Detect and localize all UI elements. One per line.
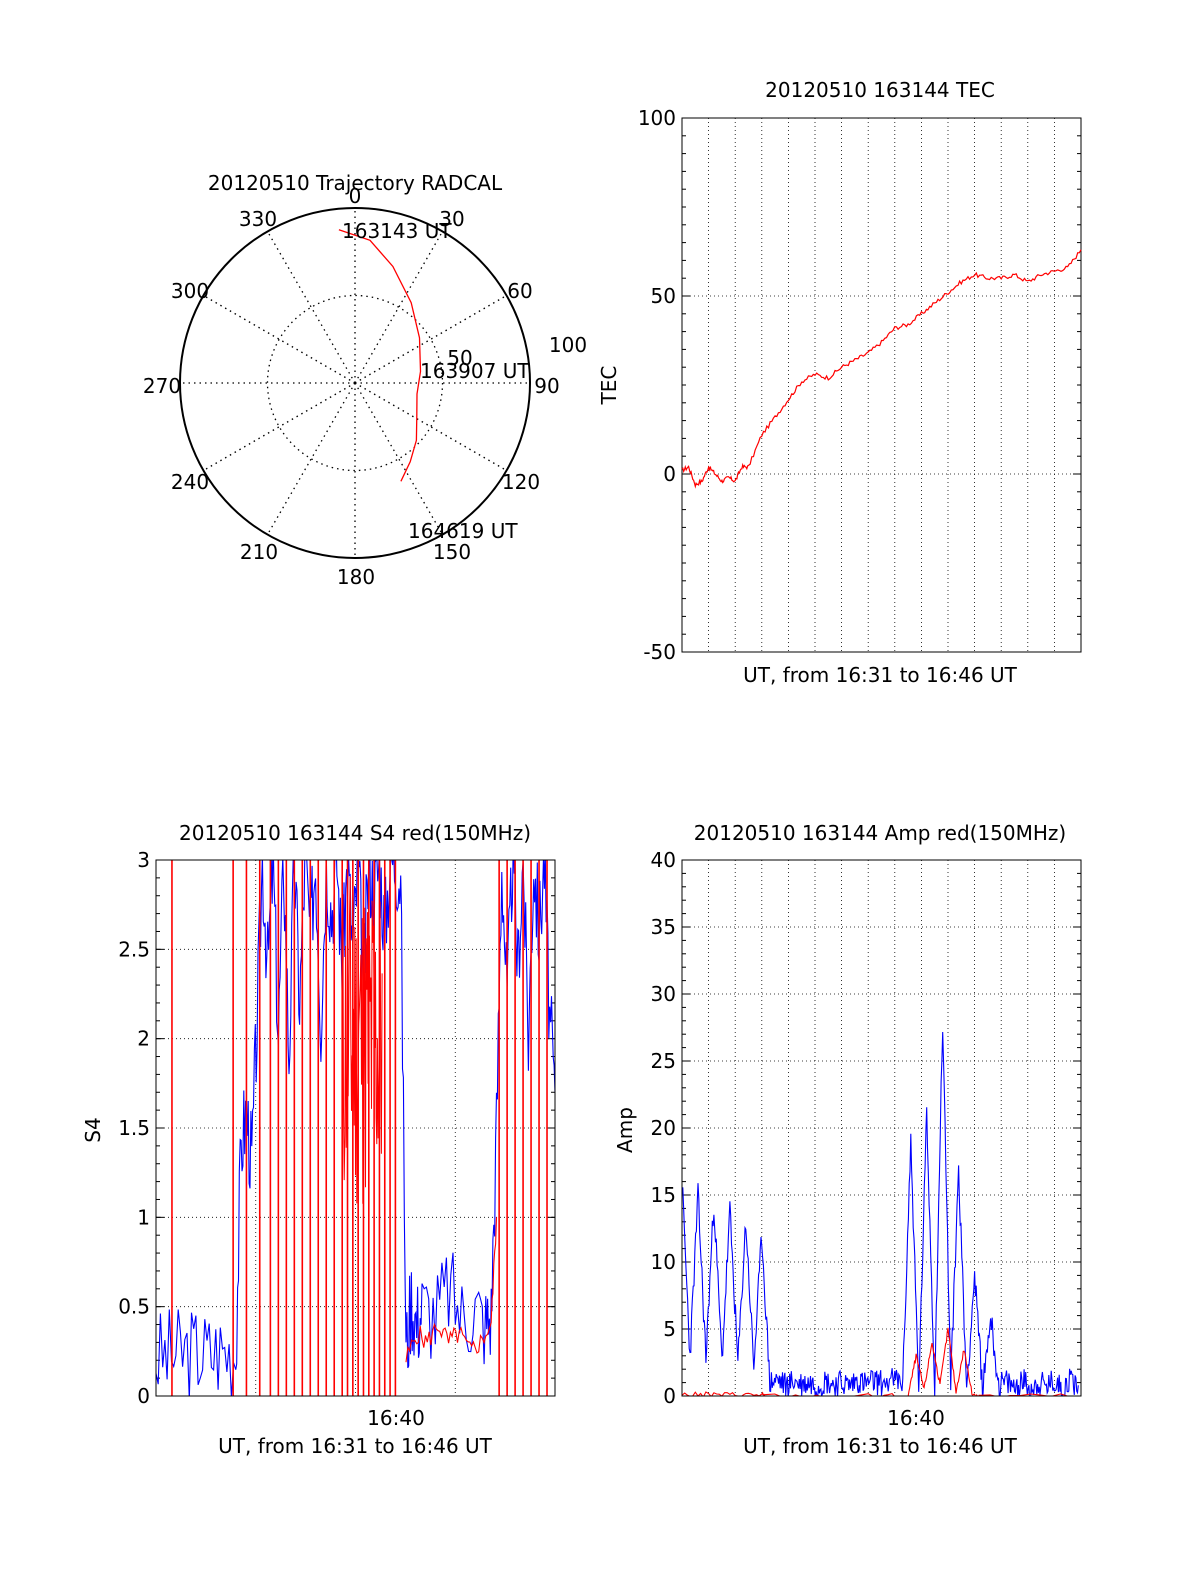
polar-spoke	[266, 231, 356, 384]
amp-panel: 20120510 163144 Amp red(150MHz) 40 35 30 25…	[613, 821, 1082, 1458]
amp-y-tick-label: 15	[651, 1183, 676, 1207]
tec-y-axis-label: TEC	[597, 366, 621, 406]
amp-y-tick-labels: 40 35 30 25 20 15 10 5 0	[651, 848, 676, 1408]
s4-y-tick-label: 1	[137, 1205, 150, 1229]
polar-angle-label-0: 0	[349, 184, 362, 208]
tec-title: 20120510 163144 TEC	[765, 78, 995, 102]
polar-angle-label-30: 30	[439, 207, 464, 231]
tec-panel: 20120510 163144 TEC 100 50 0 -50 TEC UT, fr…	[597, 78, 1082, 687]
polar-panel: 20120510 Trajectory RADCAL 0 30 60 90 120 150…	[143, 171, 587, 589]
s4-plot-frame	[155, 859, 556, 1397]
polar-radius-label-50: 50	[447, 346, 472, 370]
amp-series-red-line	[682, 1327, 1081, 1396]
tec-series-line	[681, 249, 1082, 489]
s4-x-axis-label: UT, from 16:31 to 16:46 UT	[218, 1434, 493, 1458]
polar-spoke	[203, 382, 356, 472]
s4-title: 20120510 163144 S4 red(150MHz)	[179, 821, 531, 845]
polar-spoke	[266, 382, 356, 535]
amp-y-tick-label: 25	[651, 1049, 676, 1073]
s4-x-tick-label: 16:40	[367, 1406, 425, 1430]
amp-title: 20120510 163144 Amp red(150MHz)	[694, 821, 1066, 845]
polar-angle-labels: 0 30 60 90 120 150 180 210 240 270 300 330	[143, 184, 560, 589]
polar-angle-label-330: 330	[239, 207, 277, 231]
s4-y-tick-labels: 3 2.5 2 1.5 1 0.5 0	[118, 848, 150, 1408]
polar-point-label-end: 164619 UT	[408, 519, 518, 543]
amp-y-tick-label: 0	[663, 1384, 676, 1408]
amp-y-tick-label: 10	[651, 1250, 676, 1274]
polar-grid	[180, 208, 530, 558]
amp-y-axis-label: Amp	[613, 1107, 637, 1153]
s4-y-tick-label: 3	[137, 848, 150, 872]
s4-plot-area	[156, 860, 555, 1396]
tec-y-tick-label: -50	[643, 640, 676, 664]
polar-angle-label-210: 210	[240, 540, 278, 564]
polar-angle-label-300: 300	[171, 279, 209, 303]
amp-y-tick-label: 35	[651, 915, 676, 939]
amp-y-tick-label: 20	[651, 1116, 676, 1140]
tec-y-tick-labels: 100 50 0 -50	[638, 106, 676, 664]
tec-plot-frame	[681, 117, 1082, 653]
s4-series-blue-line	[156, 860, 555, 1396]
s4-y-axis-label: S4	[81, 1117, 105, 1142]
tec-series-group	[681, 249, 1082, 489]
tec-y-tick-label: 100	[638, 106, 676, 130]
polar-angle-label-60: 60	[507, 279, 532, 303]
amp-series-blue-line	[682, 1031, 1079, 1396]
polar-spoke	[354, 382, 507, 472]
amp-series-group	[682, 1031, 1081, 1396]
polar-angle-label-180: 180	[337, 565, 375, 589]
s4-panel: 20120510 163144 S4 red(150MHz) 3 2.5 2 1.5 1…	[81, 821, 556, 1458]
s4-y-tick-label: 1.5	[118, 1116, 150, 1140]
amp-x-axis-label: UT, from 16:31 to 16:46 UT	[743, 1434, 1018, 1458]
s4-y-tick-label: 2	[137, 1027, 150, 1051]
tec-grid	[682, 117, 1081, 653]
amp-y-tick-label: 40	[651, 848, 676, 872]
amp-x-tick-label: 16:40	[887, 1406, 945, 1430]
polar-spoke	[354, 382, 444, 535]
polar-angle-label-90: 90	[534, 374, 559, 398]
polar-trajectory-line	[338, 229, 422, 482]
polar-angle-label-150: 150	[433, 540, 471, 564]
s4-y-tick-label: 2.5	[118, 937, 150, 961]
tec-y-tick-label: 0	[663, 462, 676, 486]
s4-red-burst	[341, 876, 383, 1204]
amp-plot-area	[682, 1031, 1081, 1396]
polar-angle-label-240: 240	[171, 470, 209, 494]
polar-outer-circle	[179, 207, 531, 559]
polar-point-label-start: 163143 UT	[342, 219, 452, 243]
polar-inner-circle	[266, 294, 444, 472]
amp-y-tick-label: 5	[663, 1317, 676, 1341]
tec-y-tick-label: 50	[651, 284, 676, 308]
amp-plot-frame	[681, 859, 1082, 1397]
polar-radius-label-100: 100	[549, 333, 587, 357]
polar-angle-label-270: 270	[143, 374, 181, 398]
amp-grid	[682, 859, 1081, 1397]
s4-y-tick-label: 0.5	[118, 1295, 150, 1319]
s4-y-tick-label: 0	[137, 1384, 150, 1408]
s4-series-red-line	[405, 1217, 498, 1363]
polar-angle-label-120: 120	[502, 470, 540, 494]
polar-point-label-mid: 163907 UT	[420, 359, 530, 383]
tec-x-axis-label: UT, from 16:31 to 16:46 UT	[743, 663, 1018, 687]
polar-title: 20120510 Trajectory RADCAL	[208, 171, 503, 195]
amp-y-tick-label: 30	[651, 982, 676, 1006]
s4-series-group	[156, 860, 555, 1396]
